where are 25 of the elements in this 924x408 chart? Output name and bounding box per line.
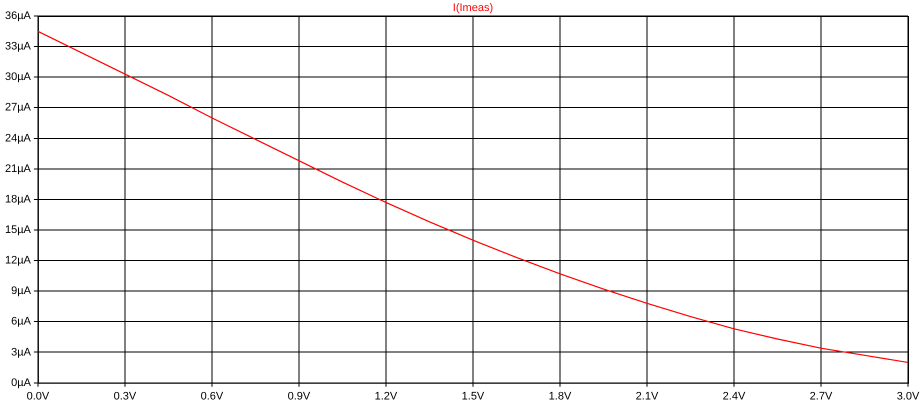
y-tick-label: 24µA	[4, 132, 32, 144]
x-tick-label: 0.6V	[200, 390, 224, 402]
y-tick-label: 18µA	[4, 193, 32, 206]
y-tick-label: 6µA	[11, 316, 32, 328]
x-tick-label: 3.0V	[896, 390, 920, 402]
y-tick-label: 0µA	[11, 376, 32, 389]
y-tick-label: 36µA	[4, 10, 32, 22]
x-tick-label: 2.7V	[810, 390, 833, 402]
x-tick-label: 1.8V	[548, 390, 572, 402]
x-tick-label: 2.4V	[722, 390, 746, 402]
x-tick-label: 1.2V	[374, 390, 398, 402]
x-tick-label: 1.5V	[462, 390, 485, 402]
y-tick-label: 15µA	[4, 224, 32, 236]
y-tick-label: 30µA	[4, 71, 32, 84]
x-tick-label: 0.3V	[114, 390, 137, 402]
x-tick-label: 0.0V	[26, 390, 50, 402]
x-tick-label: 2.1V	[636, 390, 659, 402]
text: I(Imeas)	[452, 2, 494, 14]
y-tick-label: 27µA	[4, 102, 32, 114]
y-tick-label: 3µA	[11, 346, 32, 358]
y-tick-label: 12µA	[4, 254, 32, 267]
y-tick-label: 21µA	[4, 162, 32, 175]
x-tick-label: 0.9V	[288, 390, 311, 402]
y-tick-label: 33µA	[4, 40, 32, 53]
y-tick-label: 9µA	[11, 285, 32, 298]
